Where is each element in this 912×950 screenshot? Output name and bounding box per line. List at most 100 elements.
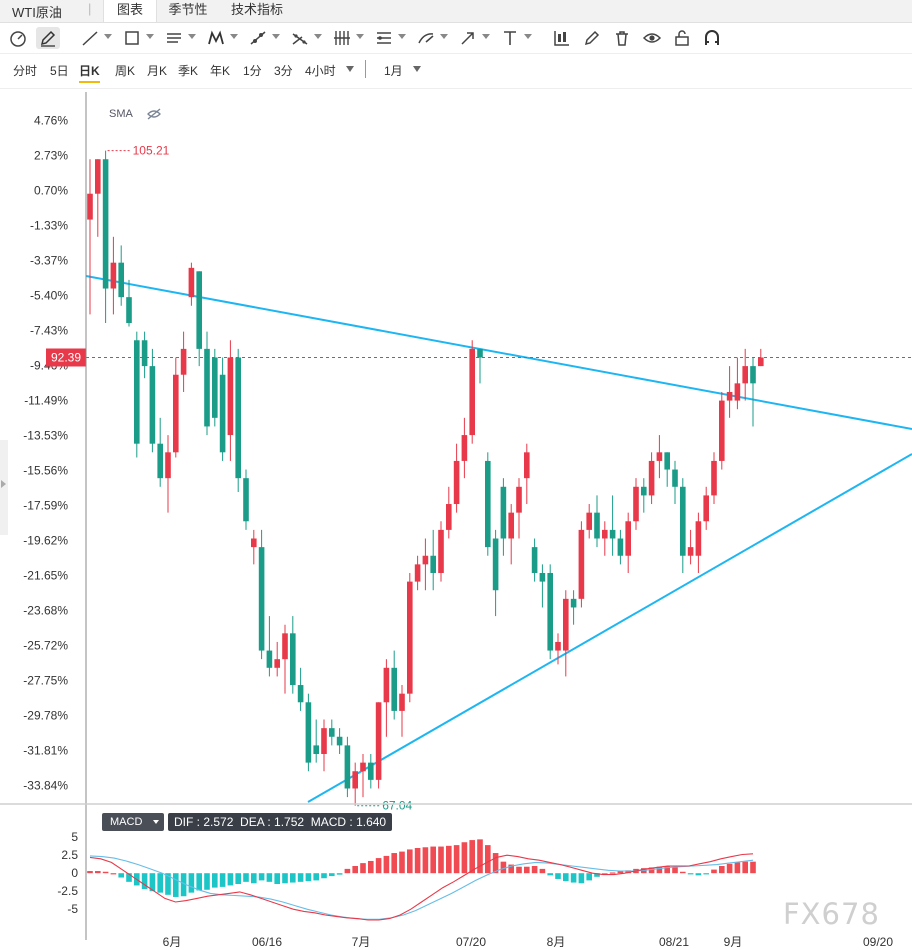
candle-body[interactable] — [734, 383, 741, 401]
candle-body[interactable] — [141, 340, 148, 367]
candle-body[interactable] — [274, 659, 280, 668]
candle-body[interactable] — [438, 529, 444, 573]
candle-body[interactable] — [173, 374, 179, 453]
candle-body[interactable] — [290, 633, 296, 686]
candle-body[interactable] — [695, 521, 702, 556]
candle-body[interactable] — [329, 728, 335, 737]
candle-body[interactable] — [570, 598, 577, 608]
candle-body[interactable] — [352, 771, 358, 789]
tab-technical-indicators[interactable]: 技术指标 — [230, 2, 283, 17]
measure-caret-icon[interactable] — [272, 34, 280, 39]
candle-body[interactable] — [500, 486, 507, 539]
macd-indicator-button[interactable]: MACD — [102, 813, 164, 831]
trend-line-caret-icon[interactable] — [104, 34, 112, 39]
candle-body[interactable] — [539, 572, 546, 582]
candle-body[interactable] — [422, 555, 429, 565]
price-range-icon[interactable] — [372, 27, 396, 49]
candle-body[interactable] — [375, 702, 382, 780]
candle-body[interactable] — [165, 452, 171, 479]
candle-body[interactable] — [110, 262, 117, 289]
sma-visibility-icon[interactable] — [147, 108, 161, 120]
period-4-hour[interactable]: 4小时 — [305, 64, 336, 78]
period-monthly[interactable]: 月K — [147, 64, 168, 78]
candle-body[interactable] — [711, 460, 717, 496]
last-price-badge[interactable] — [46, 348, 86, 367]
price-range-caret-icon[interactable] — [398, 34, 406, 39]
candle-body[interactable] — [703, 495, 709, 522]
period-yearly[interactable]: 年K — [210, 64, 231, 78]
candle-body[interactable] — [102, 159, 109, 289]
candle-body[interactable] — [243, 478, 249, 522]
candle-body[interactable] — [212, 357, 218, 418]
candle-body[interactable] — [219, 374, 226, 453]
trend-line-icon[interactable] — [78, 27, 102, 49]
candle-body[interactable] — [687, 547, 694, 556]
candle-body[interactable] — [266, 650, 273, 668]
candle-body[interactable] — [305, 702, 312, 763]
pattern-icon[interactable] — [204, 27, 228, 49]
candle-body[interactable] — [235, 357, 241, 479]
arrow-icon[interactable] — [456, 27, 480, 49]
candle-body[interactable] — [461, 435, 468, 461]
candle-body[interactable] — [578, 529, 585, 599]
candle-body[interactable] — [648, 460, 655, 496]
period-5-day[interactable]: 5日 — [50, 64, 69, 78]
period-intraday[interactable]: 分时 — [13, 64, 38, 78]
candle-body[interactable] — [258, 547, 265, 651]
edit-icon[interactable] — [580, 27, 604, 49]
left-collapse-handle[interactable] — [0, 440, 8, 535]
text-icon[interactable] — [498, 27, 522, 49]
brush-caret-icon[interactable] — [440, 34, 448, 39]
ascending-trendline[interactable] — [307, 453, 912, 803]
tab-chart[interactable]: 图表 — [103, 0, 157, 22]
range-selector[interactable]: 1月 — [384, 64, 403, 78]
eye-icon[interactable] — [640, 27, 664, 49]
candle-body[interactable] — [196, 271, 202, 349]
pattern-caret-icon[interactable] — [230, 34, 238, 39]
range-caret-icon[interactable] — [413, 66, 421, 72]
rectangle-icon[interactable] — [120, 27, 144, 49]
tab-seasonality[interactable]: 季节性 — [168, 2, 208, 17]
candle-body[interactable] — [313, 745, 319, 755]
candle-body[interactable] — [336, 736, 343, 746]
candle-body[interactable] — [524, 452, 530, 479]
candle-body[interactable] — [594, 512, 600, 539]
lock-icon[interactable] — [670, 27, 694, 49]
candle-body[interactable] — [469, 348, 475, 436]
candle-body[interactable] — [180, 348, 187, 375]
period-3-minute[interactable]: 3分 — [274, 64, 293, 78]
candle-body[interactable] — [118, 262, 124, 298]
fibonacci-caret-icon[interactable] — [314, 34, 322, 39]
candle-body[interactable] — [719, 400, 725, 461]
candle-body[interactable] — [492, 538, 499, 591]
candle-body[interactable] — [399, 693, 405, 711]
arrow-caret-icon[interactable] — [482, 34, 490, 39]
candle-body[interactable] — [383, 667, 390, 703]
candle-body[interactable] — [750, 366, 756, 384]
gann-caret-icon[interactable] — [356, 34, 364, 39]
rectangle-caret-icon[interactable] — [146, 34, 154, 39]
candle-body[interactable] — [672, 469, 678, 487]
cursor-mode-icon[interactable] — [6, 27, 30, 49]
magnet-icon[interactable] — [700, 27, 724, 49]
candle-body[interactable] — [664, 452, 670, 470]
descending-trendline[interactable] — [85, 275, 912, 430]
candle-style-icon[interactable] — [550, 27, 574, 49]
measure-icon[interactable] — [246, 27, 270, 49]
candle-body[interactable] — [625, 521, 631, 556]
candle-body[interactable] — [391, 667, 397, 711]
candle-body[interactable] — [680, 486, 686, 556]
candle-body[interactable] — [586, 512, 592, 530]
candle-body[interactable] — [726, 391, 733, 401]
candle-body[interactable] — [87, 193, 93, 220]
period-1-minute[interactable]: 1分 — [243, 64, 262, 78]
candle-body[interactable] — [656, 452, 663, 461]
candle-body[interactable] — [157, 443, 163, 479]
candle-body[interactable] — [407, 581, 413, 694]
period-daily[interactable]: 日K — [79, 62, 100, 83]
candle-body[interactable] — [95, 159, 101, 194]
candle-body[interactable] — [516, 486, 522, 513]
candle-body[interactable] — [617, 538, 624, 556]
candle-body[interactable] — [477, 348, 483, 358]
candle-body[interactable] — [204, 348, 210, 427]
